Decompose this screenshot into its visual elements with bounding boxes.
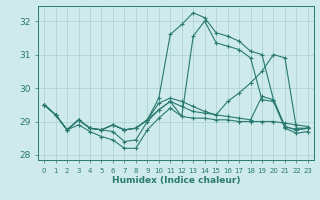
X-axis label: Humidex (Indice chaleur): Humidex (Indice chaleur) [112, 176, 240, 185]
